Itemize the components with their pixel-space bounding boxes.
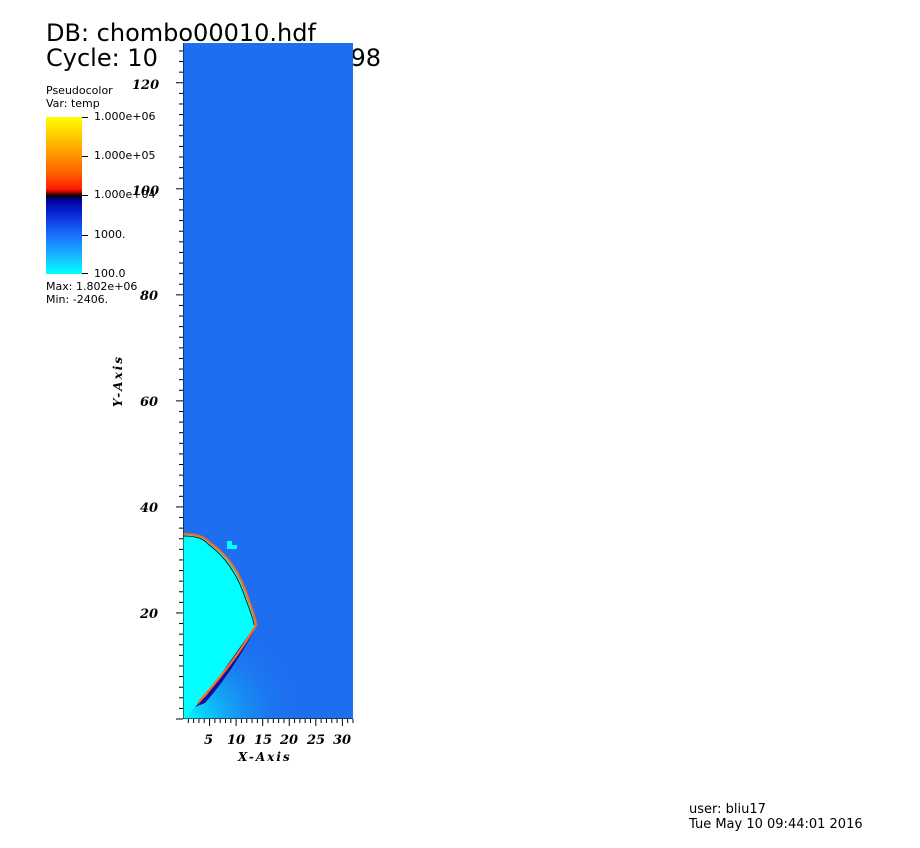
y-tick-label: 80 xyxy=(140,289,159,304)
x-tick-label: 30 xyxy=(333,733,352,748)
x-axis-title: X-Axis xyxy=(238,750,292,764)
colorbar-tick xyxy=(82,235,88,236)
legend-max: Max: 1.802e+06 xyxy=(46,280,138,293)
colorbar-tick xyxy=(82,156,88,157)
y-tick-label: 40 xyxy=(140,501,159,516)
hot-front xyxy=(183,532,258,704)
timestamp-label: Tue May 10 09:44:01 2016 xyxy=(689,817,863,832)
colorbar-label: 1.000e+04 xyxy=(94,188,156,201)
pseudocolor-plot xyxy=(183,43,353,719)
database-title: DB: chombo00010.hdf xyxy=(46,19,316,47)
legend-variable: Var: temp xyxy=(46,97,100,110)
y-axis-title: Y-Axis xyxy=(111,354,126,408)
x-tick-label: 5 xyxy=(204,733,214,748)
legend-min: Min: -2406. xyxy=(46,293,109,306)
x-tick-label: 15 xyxy=(254,733,273,748)
axis-ticks xyxy=(176,50,354,726)
x-tick-label: 20 xyxy=(280,733,299,748)
colorbar-tick xyxy=(82,195,88,196)
x-tick-label: 10 xyxy=(227,733,246,748)
y-tick-label: 120 xyxy=(132,78,160,93)
cool-artifact xyxy=(227,545,237,549)
legend-plot-type: Pseudocolor xyxy=(46,84,113,97)
y-tick-label: 100 xyxy=(132,184,160,199)
cycle-label: Cycle: 10 xyxy=(46,44,158,72)
colorbar-tick xyxy=(82,117,88,118)
user-label: user: bliu17 xyxy=(689,802,766,817)
x-tick-label: 25 xyxy=(307,733,326,748)
front-inner-edge xyxy=(183,535,255,626)
colorbar-label: 1000. xyxy=(94,228,126,241)
y-tick-label: 60 xyxy=(140,395,159,410)
colorbar-tick xyxy=(82,273,88,274)
color-bar xyxy=(46,117,82,274)
colorbar-label: 1.000e+06 xyxy=(94,110,156,123)
y-tick-label: 20 xyxy=(140,607,159,622)
colorbar-label: 100.0 xyxy=(94,267,126,280)
colorbar-label: 1.000e+05 xyxy=(94,149,156,162)
